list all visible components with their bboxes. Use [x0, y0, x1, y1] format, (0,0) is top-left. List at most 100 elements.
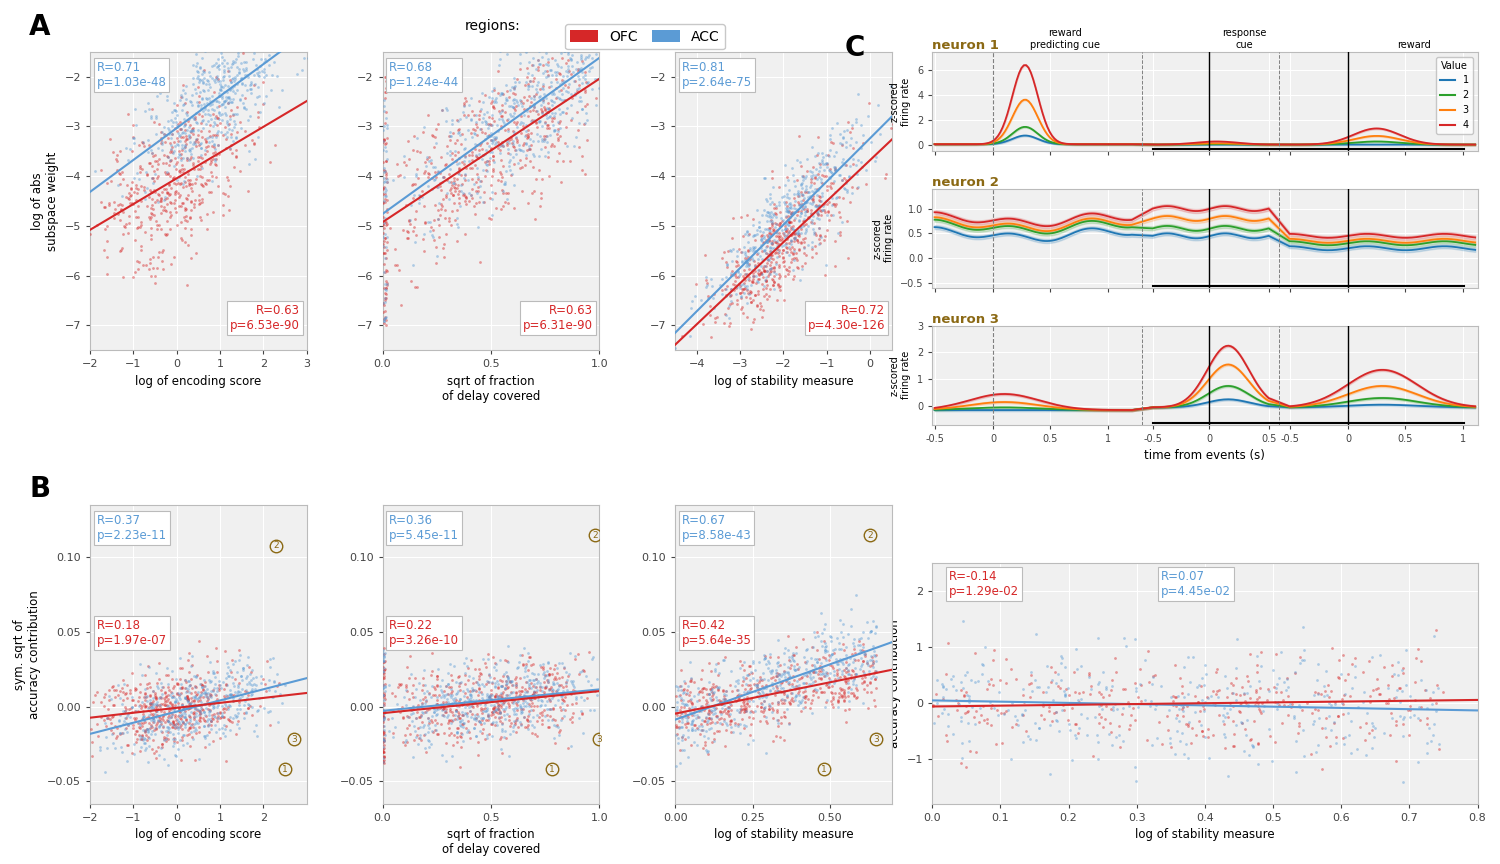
Point [822, 149, 846, 163]
Point [375, 86, 399, 99]
Point [734, 249, 758, 263]
Point [837, 159, 861, 173]
Point [174, 179, 198, 193]
Point [272, 18, 296, 32]
Point [411, 718, 435, 732]
Point [546, 687, 570, 701]
Point [830, 655, 854, 669]
Point [782, 649, 806, 663]
Point [183, 698, 207, 712]
Point [370, 710, 394, 724]
Point [398, 214, 422, 228]
Point [758, 251, 782, 264]
Point [518, 680, 542, 694]
Point [537, 720, 561, 734]
Point [442, 659, 466, 673]
Point [430, 103, 454, 117]
Point [548, 701, 572, 715]
Point [1020, 684, 1044, 698]
Point [730, 301, 754, 314]
Point [687, 710, 711, 724]
Point [217, 69, 242, 83]
Point [501, 696, 525, 709]
Point [849, 644, 873, 658]
Point [526, 689, 550, 703]
Point [374, 232, 398, 245]
Point [94, 267, 118, 281]
Point [72, 700, 96, 714]
Point [526, 107, 550, 121]
Point [100, 726, 124, 740]
Point [831, 667, 855, 681]
Point [494, 177, 517, 191]
Point [472, 126, 496, 140]
Point [768, 205, 792, 219]
Point [839, 619, 862, 633]
Point [664, 727, 688, 740]
Point [796, 665, 820, 679]
Point [690, 723, 714, 737]
Point [738, 694, 762, 708]
Point [730, 675, 754, 689]
Point [172, 213, 196, 227]
Point [204, 718, 228, 732]
Point [172, 682, 196, 696]
Point [375, 277, 399, 291]
Point [734, 290, 758, 304]
Point [150, 708, 174, 722]
Point [494, 700, 517, 714]
Point [528, 658, 552, 671]
Point [540, 111, 564, 125]
Point [446, 709, 470, 723]
Point [398, 701, 422, 715]
Point [116, 154, 140, 168]
Point [80, 721, 104, 735]
Point [794, 656, 818, 670]
Point [118, 188, 142, 202]
Point [158, 153, 182, 167]
Point [516, 721, 540, 735]
Point [453, 142, 477, 156]
Point [672, 682, 696, 696]
Point [711, 683, 735, 696]
Point [1390, 717, 1414, 731]
Point [698, 704, 721, 718]
Point [372, 135, 396, 149]
Point [162, 702, 186, 716]
Point [420, 679, 444, 693]
Point [801, 222, 825, 236]
Point [484, 705, 508, 719]
Point [1362, 730, 1386, 744]
X-axis label: log of stability measure: log of stability measure [714, 828, 854, 841]
Point [1420, 697, 1444, 711]
Point [798, 702, 822, 715]
Point [526, 688, 550, 702]
Point [448, 128, 472, 142]
Point [156, 721, 180, 734]
Point [460, 172, 484, 186]
Point [543, 662, 567, 676]
Point [980, 698, 1004, 712]
Point [999, 662, 1023, 676]
Point [1329, 696, 1353, 710]
Point [758, 221, 782, 235]
Point [780, 206, 804, 219]
Point [128, 685, 152, 699]
Point [372, 703, 396, 717]
Point [509, 671, 532, 685]
Point [855, 109, 879, 123]
Point [504, 677, 528, 691]
Point [840, 677, 864, 691]
Point [516, 77, 540, 91]
Point [526, 710, 550, 724]
Point [440, 696, 464, 710]
Point [426, 204, 450, 218]
Point [1338, 689, 1362, 703]
Point [220, 73, 245, 86]
Point [1036, 704, 1060, 718]
Point [800, 203, 824, 217]
Point [509, 62, 532, 76]
Point [1040, 676, 1064, 689]
Point [516, 689, 540, 703]
Point [130, 162, 154, 176]
